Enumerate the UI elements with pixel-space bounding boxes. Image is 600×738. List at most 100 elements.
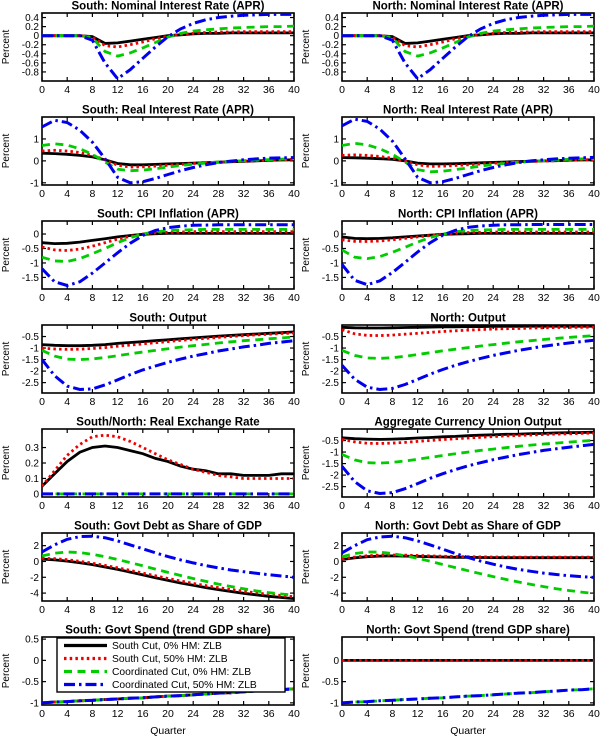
series-line-south-cut-50-hm-zlb bbox=[42, 331, 294, 351]
x-tick-label: 12 bbox=[112, 500, 124, 512]
y-axis-label: Percent bbox=[301, 654, 312, 689]
series-line-coordinated-cut-0-hm-zlb bbox=[342, 550, 594, 595]
x-tick-label: 20 bbox=[462, 292, 474, 304]
x-tick-label: 8 bbox=[89, 604, 95, 616]
x-tick-label: 28 bbox=[213, 84, 225, 96]
y-tick-label: 0 bbox=[33, 156, 39, 167]
x-tick-label: 20 bbox=[162, 84, 174, 96]
chart-cell-south-govt-debt-as-share-of-gdp: South: Govt Debt as Share of GDP Percent 0… bbox=[0, 520, 300, 624]
x-tick-label: 0 bbox=[339, 84, 345, 96]
x-tick-label: 0 bbox=[39, 708, 45, 720]
x-tick-label: 36 bbox=[263, 188, 275, 200]
axes-frame bbox=[341, 324, 595, 394]
y-tick-label: 1 bbox=[333, 134, 339, 145]
x-tick-label: 40 bbox=[288, 604, 300, 616]
x-tick-label: 16 bbox=[137, 708, 149, 720]
x-tick-label: 20 bbox=[162, 292, 174, 304]
chart-north-cpi-inflation-apr: North: CPI Inflation (APR) Percent 0 4 8 12 16… bbox=[301, 209, 600, 305]
x-tick-label: 24 bbox=[487, 188, 499, 200]
chart-aggregate-currency-union-output: Aggregate Currency Union Output Percent 0 4… bbox=[301, 417, 600, 513]
y-tick-label: -0.4 bbox=[22, 49, 40, 60]
y-tick-label: -1 bbox=[30, 178, 39, 189]
x-tick-label: 32 bbox=[238, 396, 250, 408]
x-tick-label: 40 bbox=[288, 292, 300, 304]
x-tick-label: 4 bbox=[364, 396, 370, 408]
y-tick-label: 0 bbox=[333, 31, 339, 42]
x-tick-label: 28 bbox=[513, 500, 525, 512]
y-tick-label: -2 bbox=[330, 471, 339, 482]
x-tick-label: 40 bbox=[288, 500, 300, 512]
series-line-south-cut-0-hm-zlb bbox=[42, 444, 294, 488]
x-tick-label: 12 bbox=[112, 84, 124, 96]
series-line-coordinated-cut-50-hm-zlb bbox=[42, 534, 294, 579]
x-axis-label: Quarter bbox=[150, 725, 186, 737]
y-axis-label: Percent bbox=[1, 550, 12, 585]
x-tick-label: 24 bbox=[487, 500, 499, 512]
x-tick-label: 20 bbox=[462, 604, 474, 616]
x-tick-label: 40 bbox=[588, 708, 600, 720]
chart-title: South: Nominal Interest Rate (APR) bbox=[72, 1, 265, 13]
series-line-south-cut-50-hm-zlb bbox=[342, 230, 594, 243]
y-axis-label: Percent bbox=[1, 238, 12, 273]
x-tick-label: 12 bbox=[112, 604, 124, 616]
x-tick-label: 20 bbox=[462, 708, 474, 720]
legend: South Cut, 0% HM: ZLB South Cut, 50% HM: … bbox=[56, 637, 286, 693]
chart-title: South: Govt Debt as Share of GDP bbox=[74, 521, 262, 533]
chart-south-real-interest-rate-apr: South: Real Interest Rate (APR) Percent 0 4… bbox=[1, 105, 300, 201]
x-tick-label: 16 bbox=[137, 396, 149, 408]
y-tick-label: 0.3 bbox=[25, 443, 39, 454]
x-tick-label: 36 bbox=[263, 500, 275, 512]
y-tick-label: -1.5 bbox=[322, 273, 340, 284]
x-tick-label: 16 bbox=[137, 292, 149, 304]
y-tick-label: -0.5 bbox=[22, 677, 40, 688]
x-tick-label: 8 bbox=[389, 500, 395, 512]
series-line-coordinated-cut-50-hm-zlb bbox=[342, 534, 594, 579]
y-tick-label: -0.8 bbox=[322, 67, 340, 78]
chart-north-real-interest-rate-apr: North: Real Interest Rate (APR) Percent 0 4… bbox=[301, 105, 600, 201]
x-tick-label: 12 bbox=[112, 396, 124, 408]
y-tick-label: 0 bbox=[333, 557, 339, 568]
x-tick-label: 0 bbox=[339, 292, 345, 304]
x-tick-label: 28 bbox=[213, 604, 225, 616]
x-tick-label: 36 bbox=[263, 84, 275, 96]
x-tick-label: 36 bbox=[263, 708, 275, 720]
series-line-south-cut-50-hm-zlb bbox=[342, 325, 594, 338]
x-tick-label: 24 bbox=[187, 500, 199, 512]
y-tick-label: -0.5 bbox=[322, 677, 340, 688]
x-tick-label: 4 bbox=[64, 188, 70, 200]
x-tick-label: 0 bbox=[39, 292, 45, 304]
x-tick-label: 24 bbox=[487, 708, 499, 720]
y-axis-label: Percent bbox=[301, 550, 312, 585]
y-axis-label: Percent bbox=[301, 342, 312, 377]
x-tick-label: 12 bbox=[112, 292, 124, 304]
chart-title: South: Govt Spend (trend GDP share) bbox=[65, 625, 271, 637]
x-tick-label: 36 bbox=[563, 500, 575, 512]
y-tick-label: -0.5 bbox=[22, 332, 40, 343]
y-axis-label: Percent bbox=[301, 446, 312, 481]
series-line-coordinated-cut-50-hm-zlb bbox=[342, 117, 594, 185]
y-tick-label: -1 bbox=[30, 344, 39, 355]
chart-cell-aggregate-currency-union-output: Aggregate Currency Union Output Percent 0 4… bbox=[300, 416, 600, 520]
x-tick-label: 40 bbox=[588, 84, 600, 96]
x-tick-label: 4 bbox=[364, 708, 370, 720]
x-tick-label: 20 bbox=[462, 500, 474, 512]
chart-title: North: Nominal Interest Rate (APR) bbox=[372, 1, 563, 13]
axes-frame bbox=[41, 220, 295, 290]
x-tick-label: 32 bbox=[538, 292, 550, 304]
y-tick-label: 0 bbox=[33, 557, 39, 568]
series-line-coordinated-cut-50-hm-zlb bbox=[342, 223, 594, 287]
x-tick-label: 40 bbox=[588, 292, 600, 304]
series-line-south-cut-50-hm-zlb bbox=[342, 431, 594, 445]
x-tick-label: 12 bbox=[412, 500, 424, 512]
x-tick-label: 4 bbox=[64, 292, 70, 304]
y-tick-label: -1 bbox=[330, 344, 339, 355]
x-tick-label: 4 bbox=[64, 84, 70, 96]
x-tick-label: 8 bbox=[89, 396, 95, 408]
x-tick-label: 0 bbox=[39, 396, 45, 408]
x-tick-label: 4 bbox=[364, 604, 370, 616]
x-tick-label: 8 bbox=[389, 188, 395, 200]
chart-cell-north-govt-spend-trend-gdp-share: North: Govt Spend (trend GDP share) Perce… bbox=[300, 624, 600, 738]
y-tick-label: 0 bbox=[33, 31, 39, 42]
x-tick-label: 28 bbox=[213, 500, 225, 512]
x-tick-label: 24 bbox=[487, 604, 499, 616]
